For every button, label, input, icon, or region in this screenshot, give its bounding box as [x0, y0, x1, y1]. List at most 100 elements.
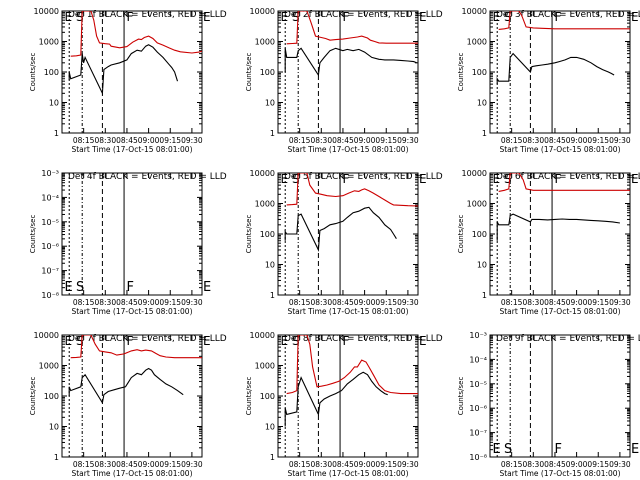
y-tick-label: 10⁻⁶	[469, 404, 487, 413]
x-axis-label: Start Time (17-Oct-15 08:01:00)	[287, 469, 408, 478]
lld-series-line	[498, 173, 630, 192]
x-tick-label: 08:30	[522, 460, 544, 469]
y-tick-label: 100	[472, 230, 487, 239]
x-axis-label: Start Time (17-Oct-15 08:01:00)	[71, 307, 192, 316]
y-tick-label: 1000	[255, 200, 275, 209]
y-tick-label: 10	[265, 99, 275, 108]
y-axis-label: Counts/sec	[245, 377, 253, 416]
x-tick-label: 08:15	[289, 298, 311, 307]
x-tick-label: 08:15	[73, 298, 95, 307]
detector-panel-6: Det 6f BLACK = Events, RED = LLD 1 10 100 10…	[457, 169, 640, 316]
event-marker: S	[292, 172, 300, 186]
event-marker: E	[203, 280, 211, 295]
detector-panel-1: Det 1f BLACK = Events, RED = LLD 1 10 100 10…	[29, 7, 227, 154]
panel-title: Det 1f BLACK = Events, RED = LLD	[68, 10, 227, 20]
event-marker: S	[292, 334, 300, 348]
y-tick-label: 1000	[39, 362, 59, 371]
event-marker: S	[76, 10, 84, 24]
x-tick-label: 08:45	[332, 460, 354, 469]
x-tick-label: 08:45	[544, 136, 566, 145]
x-tick-label: 08:45	[116, 460, 138, 469]
plot-frame	[277, 334, 419, 458]
events-series-line	[68, 367, 184, 405]
event-marker: E	[631, 442, 639, 457]
x-axis-label: Start Time (17-Oct-15 08:01:00)	[499, 145, 620, 154]
y-tick-label: 10	[265, 423, 275, 432]
panel-title: Det 9f BLACK = Events, RED = LLD	[496, 334, 640, 344]
y-tick-label: 1	[482, 291, 487, 300]
y-tick-label: 10⁻⁸	[469, 453, 487, 462]
y-tick-label: 10⁻⁴	[41, 193, 59, 202]
y-tick-label: 10000	[34, 331, 59, 340]
event-marker: E	[64, 280, 72, 295]
lld-series-line	[70, 335, 202, 359]
event-marker: F	[343, 334, 350, 348]
panel-title: Det 6f BLACK = Events, RED = LLD	[496, 172, 640, 182]
x-axis-label: Start Time (17-Oct-15 08:01:00)	[287, 307, 408, 316]
events-series-line	[284, 371, 388, 427]
panel-title: Det 3f BLACK = Events, RED = LLD	[496, 10, 640, 20]
x-tick-label: 08:30	[310, 298, 332, 307]
y-tick-label: 10	[477, 261, 487, 270]
plot-frame	[277, 172, 419, 296]
x-tick-label: 09:15	[587, 136, 609, 145]
event-marker: F	[127, 280, 134, 295]
x-tick-label: 08:30	[94, 298, 116, 307]
y-axis-label: Counts/sec	[29, 377, 37, 416]
event-marker: E	[280, 10, 288, 24]
events-series-line	[496, 213, 620, 241]
y-tick-label: 100	[44, 68, 59, 77]
y-tick-label: 10000	[34, 7, 59, 16]
lld-series-line	[498, 11, 630, 30]
x-tick-label: 08:30	[522, 136, 544, 145]
y-tick-label: 100	[472, 68, 487, 77]
event-marker: F	[127, 10, 134, 24]
event-marker: F	[343, 10, 350, 24]
y-tick-label: 1	[270, 129, 275, 138]
event-marker: E	[492, 442, 500, 457]
y-axis-label: Counts/sec	[245, 215, 253, 254]
x-tick-label: 08:15	[73, 136, 95, 145]
y-axis-label: Counts/sec	[245, 53, 253, 92]
y-tick-label: 10000	[250, 7, 275, 16]
event-marker: F	[555, 172, 562, 186]
x-tick-label: 08:15	[73, 460, 95, 469]
events-series-line	[496, 52, 615, 85]
x-axis-label: Start Time (17-Oct-15 08:01:00)	[71, 469, 192, 478]
x-tick-label: 09:00	[354, 298, 376, 307]
x-tick-label: 08:15	[501, 298, 523, 307]
event-marker: E	[203, 334, 211, 348]
y-tick-label: 10⁻⁵	[41, 218, 59, 227]
x-tick-label: 09:30	[397, 298, 419, 307]
x-tick-label: 08:15	[289, 136, 311, 145]
x-axis-label: Start Time (17-Oct-15 08:01:00)	[287, 145, 408, 154]
panel-title: Det 7f BLACK = Events, RED = LLD	[68, 334, 227, 344]
event-marker: E	[419, 334, 427, 348]
y-axis-label: Counts/sec	[29, 53, 37, 92]
detector-panel-4: Det 4f BLACK = Events, RED = LLD 10⁻⁸ 10⁻⁷…	[29, 169, 227, 316]
x-tick-label: 09:15	[375, 460, 397, 469]
x-tick-label: 09:15	[159, 460, 181, 469]
y-tick-label: 10⁻³	[41, 169, 59, 178]
events-series-line	[68, 44, 179, 96]
y-tick-label: 10	[49, 99, 59, 108]
x-tick-label: 09:00	[138, 460, 160, 469]
detector-panel-7: Det 7f BLACK = Events, RED = LLD 1 10 100 10…	[29, 331, 227, 478]
x-tick-label: 08:15	[501, 136, 523, 145]
x-tick-label: 09:00	[566, 136, 588, 145]
y-tick-label: 10⁻⁴	[469, 355, 487, 364]
y-tick-label: 10	[477, 99, 487, 108]
x-tick-label: 08:15	[501, 460, 523, 469]
y-tick-label: 100	[44, 392, 59, 401]
y-tick-label: 1	[54, 129, 59, 138]
event-marker: S	[504, 442, 512, 457]
event-marker: E	[419, 172, 427, 186]
panel-title: Det 5f BLACK = Events, RED = LLD	[284, 172, 443, 182]
x-tick-label: 09:30	[609, 298, 631, 307]
event-marker: E	[203, 10, 211, 24]
x-tick-label: 09:30	[181, 136, 203, 145]
y-tick-label: 10000	[250, 169, 275, 178]
event-marker: S	[292, 10, 300, 24]
detector-panel-2: Det 2f BLACK = Events, RED = LLD 1 10 100 10…	[245, 7, 443, 154]
